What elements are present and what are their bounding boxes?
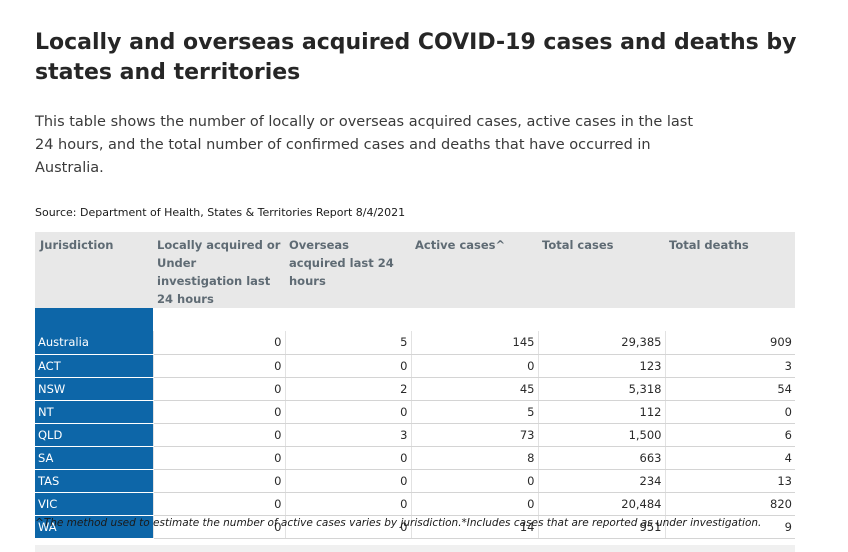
total-cases-cell: 1,500 bbox=[537, 423, 665, 447]
active-cases-cell: 0 bbox=[410, 354, 538, 378]
total-cases-cell: 234 bbox=[537, 469, 665, 493]
total-deaths-cell: 6 bbox=[664, 423, 795, 447]
total-cases-cell: 951 bbox=[537, 515, 665, 539]
total-deaths-cell: 909 bbox=[664, 331, 795, 355]
table-row: TAS 0 0 0 234 13 bbox=[35, 469, 795, 493]
active-cases-cell: 0 bbox=[410, 492, 538, 516]
jurisdiction-cell: QLD bbox=[35, 423, 153, 447]
overseas-cases-cell: 2 bbox=[284, 377, 411, 401]
local-cases-cell: 0 bbox=[152, 377, 285, 401]
table-footnote: ^The method used to estimate the number … bbox=[35, 517, 762, 529]
active-cases-cell: 14 bbox=[410, 515, 538, 539]
overseas-cases-cell: 0 bbox=[284, 469, 411, 493]
local-cases-cell: 0 bbox=[152, 446, 285, 470]
table-row: NSW 0 2 45 5,318 54 bbox=[35, 377, 795, 401]
table-body: Australia 0 5 145 29,385 909 ACT 0 0 0 123 3 NSW 0 2 45… bbox=[35, 308, 795, 539]
table-row: SA 0 0 8 663 4 bbox=[35, 446, 795, 470]
active-cases-cell: 45 bbox=[410, 377, 538, 401]
local-cases-cell: 0 bbox=[152, 354, 285, 378]
total-cases-cell: 29,385 bbox=[537, 331, 665, 355]
header-active-cases: Active cases^ bbox=[411, 232, 538, 308]
intro-paragraph: This table shows the number of locally o… bbox=[35, 114, 694, 176]
jurisdiction-cell: TAS bbox=[35, 469, 153, 493]
active-cases-cell: 8 bbox=[410, 446, 538, 470]
table-row: ACT 0 0 0 123 3 bbox=[35, 354, 795, 378]
jurisdiction-cell: VIC bbox=[35, 492, 153, 516]
table-row: Australia 0 5 145 29,385 909 bbox=[35, 331, 795, 355]
active-cases-cell: 5 bbox=[410, 400, 538, 424]
jurisdiction-cell: NSW bbox=[35, 377, 153, 401]
table-row: QLD 0 3 73 1,500 6 bbox=[35, 423, 795, 447]
overseas-cases-cell: 0 bbox=[284, 515, 411, 539]
total-deaths-cell: 820 bbox=[664, 492, 795, 516]
total-cases-cell: 20,484 bbox=[537, 492, 665, 516]
header-overseas-acquired: Overseas acquired last 24 hours bbox=[285, 232, 411, 308]
jurisdiction-cell: WA bbox=[35, 515, 153, 539]
header-locally-acquired: Locally acquired or Under investigation … bbox=[153, 232, 285, 308]
total-cases-cell: 112 bbox=[537, 400, 665, 424]
cases-table: Jurisdiction Locally acquired or Under i… bbox=[35, 232, 795, 539]
total-cases-cell: 123 bbox=[537, 354, 665, 378]
local-cases-cell: 0 bbox=[152, 423, 285, 447]
page-title: Locally and overseas acquired COVID-19 c… bbox=[35, 30, 797, 85]
local-cases-cell: 0 bbox=[152, 469, 285, 493]
header-jurisdiction: Jurisdiction bbox=[35, 232, 153, 308]
table-row: NT 0 0 5 112 0 bbox=[35, 400, 795, 424]
total-deaths-cell: 4 bbox=[664, 446, 795, 470]
total-deaths-cell: 3 bbox=[664, 354, 795, 378]
jurisdiction-cell: NT bbox=[35, 400, 153, 424]
table-source: Source: Department of Health, States & T… bbox=[35, 206, 406, 219]
local-cases-cell: 0 bbox=[152, 331, 285, 355]
local-cases-cell: 0 bbox=[152, 515, 285, 539]
total-cases-cell: 663 bbox=[537, 446, 665, 470]
overseas-cases-cell: 0 bbox=[284, 492, 411, 516]
jurisdiction-cell: Australia bbox=[35, 331, 153, 355]
jurisdiction-cell: ACT bbox=[35, 354, 153, 378]
header-total-cases: Total cases bbox=[538, 232, 665, 308]
overseas-cases-cell: 0 bbox=[284, 446, 411, 470]
table-header-row: Jurisdiction Locally acquired or Under i… bbox=[35, 232, 795, 308]
header-total-deaths: Total deaths bbox=[665, 232, 795, 308]
overseas-cases-cell: 0 bbox=[284, 400, 411, 424]
total-cases-cell: 5,318 bbox=[537, 377, 665, 401]
local-cases-cell: 0 bbox=[152, 492, 285, 516]
local-cases-cell: 0 bbox=[152, 400, 285, 424]
total-deaths-cell: 0 bbox=[664, 400, 795, 424]
table-row: VIC 0 0 0 20,484 820 bbox=[35, 492, 795, 516]
overseas-cases-cell: 5 bbox=[284, 331, 411, 355]
bottom-divider bbox=[35, 545, 795, 552]
table-row: WA 0 0 14 951 9 bbox=[35, 515, 795, 539]
active-cases-cell: 0 bbox=[410, 469, 538, 493]
jurisdiction-cell: SA bbox=[35, 446, 153, 470]
active-cases-cell: 145 bbox=[410, 331, 538, 355]
overseas-cases-cell: 3 bbox=[284, 423, 411, 447]
table-spacer-row bbox=[35, 308, 795, 331]
total-deaths-cell: 54 bbox=[664, 377, 795, 401]
active-cases-cell: 73 bbox=[410, 423, 538, 447]
total-deaths-cell: 9 bbox=[664, 515, 795, 539]
overseas-cases-cell: 0 bbox=[284, 354, 411, 378]
total-deaths-cell: 13 bbox=[664, 469, 795, 493]
